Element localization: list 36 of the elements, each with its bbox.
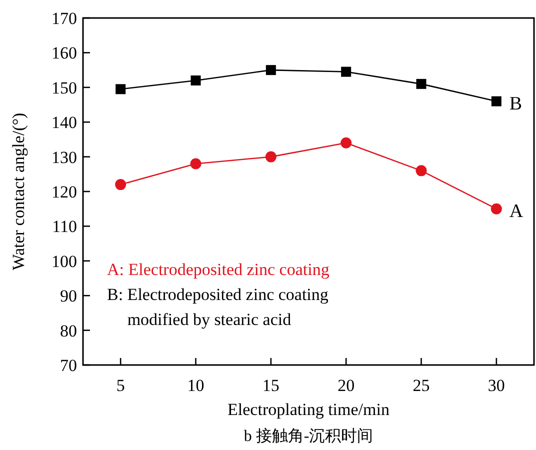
- text: b 接触角-沉积时间: [244, 427, 374, 445]
- annotation: B: Electrodeposited zinc coating modified by stearic acid: [107, 285, 329, 329]
- point: [266, 65, 276, 76]
- y-tick-label: 110: [52, 217, 77, 236]
- x-tick-label: 5: [116, 376, 125, 395]
- point: [115, 179, 126, 190]
- y-tick-label: 140: [52, 113, 77, 132]
- y-tick-label: 70: [60, 356, 77, 375]
- x-tick-label: 15: [262, 376, 280, 395]
- x-tick-label: 25: [412, 376, 430, 395]
- point: [490, 203, 502, 214]
- y-tick-label: 130: [52, 148, 77, 167]
- y-axis-title: Water contact angle/(°): [9, 112, 28, 270]
- y-tick-label: 80: [60, 321, 77, 340]
- point: [416, 165, 427, 176]
- x-tick-label: 10: [187, 376, 204, 395]
- y-tick-label: 160: [52, 44, 77, 63]
- point: [341, 66, 352, 77]
- y-tick-label: 100: [52, 252, 77, 271]
- y-tick-label: 170: [52, 9, 77, 28]
- x-tick-label: 30: [488, 376, 505, 395]
- point: [265, 151, 276, 162]
- point: [190, 75, 201, 86]
- y-tick-label: 90: [60, 286, 77, 306]
- point: [491, 96, 502, 106]
- point: [116, 84, 126, 94]
- series-label: A: [509, 200, 524, 222]
- point: [190, 158, 202, 170]
- series-label: B: [509, 93, 522, 114]
- y-tick-label: 120: [52, 182, 77, 202]
- x-axis-title: Electroplating time/min: [228, 400, 390, 419]
- point: [416, 78, 426, 89]
- annotation: A: Electrodeposited zinc coating: [107, 260, 330, 279]
- point: [340, 137, 352, 148]
- y-tick-label: 150: [52, 78, 77, 98]
- x-tick-label: 20: [338, 376, 355, 395]
